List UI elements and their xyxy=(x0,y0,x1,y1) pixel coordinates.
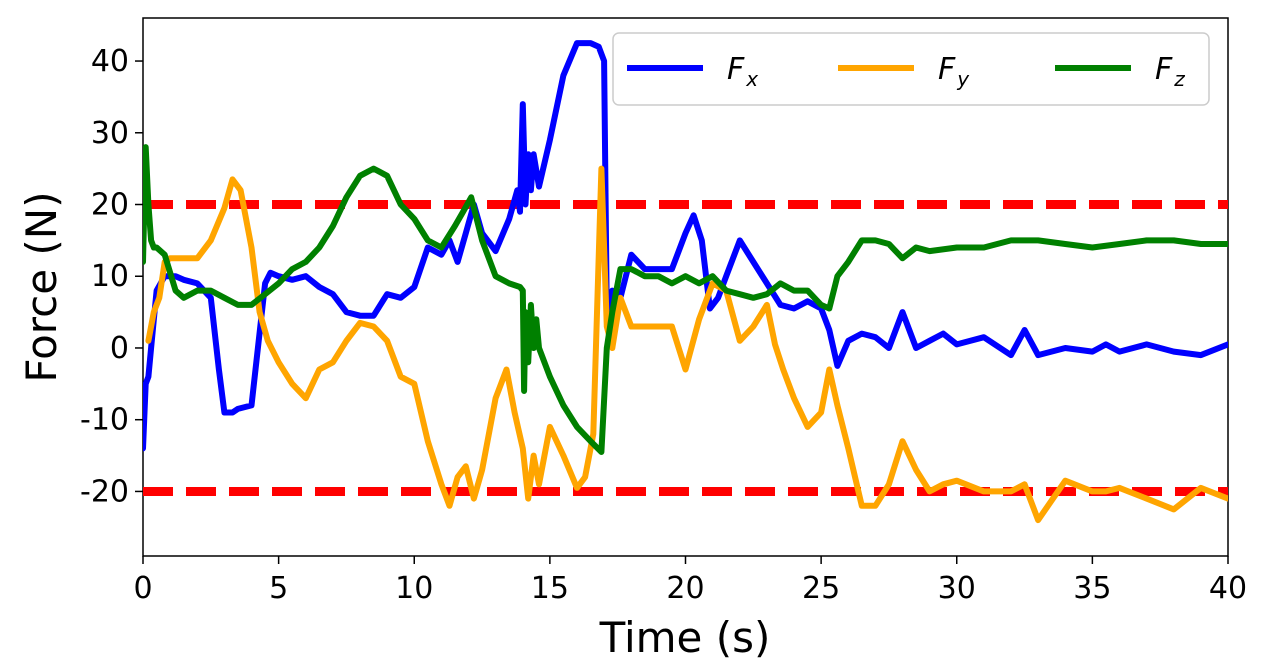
x-tick-label: 15 xyxy=(531,571,569,606)
x-axis-label: Time (s) xyxy=(599,613,771,662)
x-tick-label: 20 xyxy=(666,571,704,606)
y-tick-label: 30 xyxy=(91,116,129,151)
x-tick-label: 40 xyxy=(1209,571,1247,606)
y-tick-label: 20 xyxy=(91,188,129,223)
x-tick-label: 25 xyxy=(802,571,840,606)
x-tick-label: 10 xyxy=(395,571,433,606)
series-line-Fz xyxy=(143,144,1228,455)
series-line-Fy xyxy=(145,165,1228,524)
x-tick-label: 5 xyxy=(269,571,288,606)
x-tick-label: 0 xyxy=(133,571,152,606)
x-tick-label: 30 xyxy=(938,571,976,606)
series-line-Fx xyxy=(143,40,1228,452)
y-tick-label: -20 xyxy=(80,474,129,509)
y-tick-label: 0 xyxy=(110,331,129,366)
x-tick-label: 35 xyxy=(1073,571,1111,606)
y-tick-label: 40 xyxy=(91,44,129,79)
y-tick-label: 10 xyxy=(91,259,129,294)
y-tick-label: -10 xyxy=(80,403,129,438)
y-axis-label: Force (N) xyxy=(17,191,66,382)
